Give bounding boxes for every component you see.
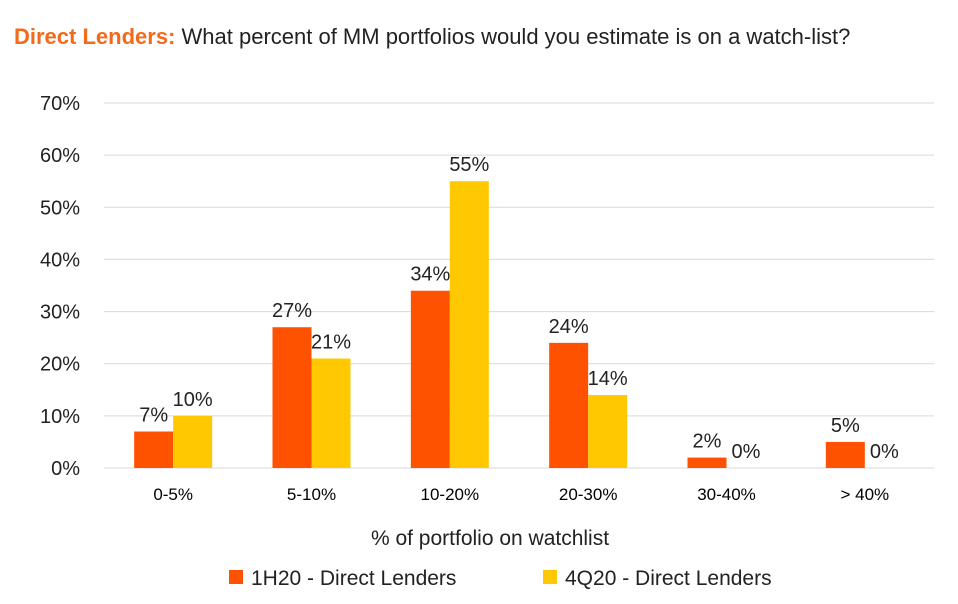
x-tick-label: 10-20%	[421, 485, 480, 504]
legend: 1H20 - Direct Lenders 4Q20 - Direct Lende…	[229, 567, 772, 590]
x-tick-label: > 40%	[840, 485, 889, 504]
legend-swatch-4q20	[543, 570, 557, 584]
data-label: 34%	[410, 264, 450, 286]
title-lead: Direct Lenders:	[14, 24, 176, 49]
data-label: 2%	[693, 431, 722, 453]
x-tick-label: 30-40%	[697, 485, 756, 504]
y-tick-label: 60%	[40, 145, 80, 167]
bar-1h20	[825, 441, 865, 468]
gridlines	[104, 102, 934, 469]
bar-4q20	[449, 181, 489, 468]
x-tick-label: 5-10%	[287, 485, 336, 504]
x-tick-label: 20-30%	[559, 485, 618, 504]
y-tick-label: 40%	[40, 249, 80, 271]
data-label: 0%	[732, 441, 761, 463]
bar-1h20	[134, 431, 174, 468]
y-tick-label: 30%	[40, 302, 80, 324]
y-tick-label: 50%	[40, 197, 80, 219]
bar-1h20	[549, 342, 589, 468]
legend-label-1h20: 1H20 - Direct Lenders	[251, 567, 456, 590]
bar-4q20	[173, 415, 213, 468]
bar-4q20	[588, 395, 628, 468]
y-tick-label: 70%	[40, 93, 80, 115]
data-label: 24%	[549, 316, 589, 338]
x-axis-label: % of portfolio on watchlist	[371, 527, 609, 550]
bar-1h20	[410, 290, 450, 468]
data-label: 27%	[272, 300, 312, 322]
y-tick-label: 0%	[51, 458, 80, 480]
bars: 7%10% 27% 21% 34% 55% 24% 14% 2% 0% 5% 0%	[134, 154, 899, 468]
y-tick-label: 20%	[40, 354, 80, 376]
chart-title: Direct Lenders: What percent of MM portf…	[14, 24, 850, 50]
data-label: 14%	[588, 368, 628, 390]
data-label: 55%	[449, 154, 489, 176]
legend-swatch-1h20	[229, 570, 243, 584]
data-label: 7%	[139, 405, 168, 427]
data-label: 10%	[173, 389, 213, 411]
data-label: 0%	[870, 441, 899, 463]
x-axis: 0-5% 5-10% 10-20% 20-30% 30-40% > 40%	[153, 485, 889, 504]
bar-4q20	[311, 358, 351, 468]
data-label: 21%	[311, 332, 351, 354]
x-tick-label: 0-5%	[153, 485, 193, 504]
data-label: 5%	[831, 415, 860, 437]
legend-label-4q20: 4Q20 - Direct Lenders	[565, 567, 772, 590]
y-tick-label: 10%	[40, 406, 80, 428]
y-axis: 0% 10% 20% 30% 40% 50% 60% 70%	[40, 93, 80, 480]
bar-1h20	[272, 327, 312, 468]
bar-1h20	[687, 457, 727, 468]
title-text: What percent of MM portfolios would you …	[181, 24, 851, 49]
